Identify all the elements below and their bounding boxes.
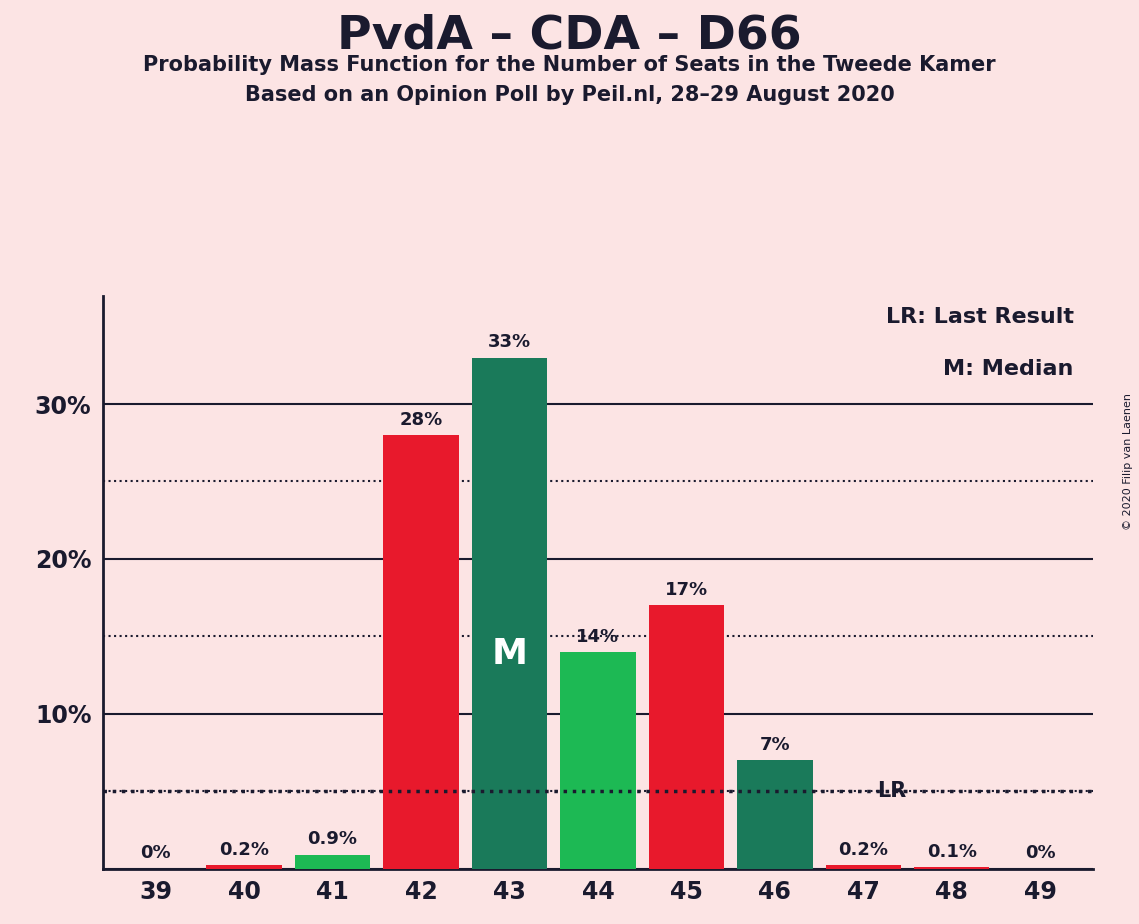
Text: 0.2%: 0.2% (838, 841, 888, 859)
Text: 0.9%: 0.9% (308, 831, 358, 848)
Text: 14%: 14% (576, 627, 620, 646)
Text: M: Median: M: Median (943, 359, 1074, 379)
Bar (295, 855, 370, 869)
Text: 0.1%: 0.1% (927, 843, 977, 861)
Text: © 2020 Filip van Laenen: © 2020 Filip van Laenen (1123, 394, 1133, 530)
Text: PvdA – CDA – D66: PvdA – CDA – D66 (337, 14, 802, 59)
Text: Probability Mass Function for the Number of Seats in the Tweede Kamer: Probability Mass Function for the Number… (144, 55, 995, 76)
Bar (826, 866, 901, 869)
Text: 33%: 33% (487, 334, 531, 351)
Bar (649, 605, 724, 869)
Text: 0%: 0% (140, 845, 171, 862)
Bar (915, 867, 990, 869)
Text: 17%: 17% (665, 581, 708, 599)
Text: Based on an Opinion Poll by Peil.nl, 28–29 August 2020: Based on an Opinion Poll by Peil.nl, 28–… (245, 85, 894, 105)
Text: 28%: 28% (400, 411, 443, 429)
Bar (384, 435, 459, 869)
Text: M: M (492, 637, 527, 671)
Bar (472, 358, 547, 869)
Text: 7%: 7% (760, 736, 790, 754)
Text: 0.2%: 0.2% (219, 841, 269, 859)
Text: 0%: 0% (1025, 845, 1056, 862)
Bar (737, 760, 812, 869)
Bar (560, 651, 636, 869)
Bar (206, 866, 281, 869)
Text: LR: Last Result: LR: Last Result (886, 307, 1074, 327)
Text: LR: LR (877, 781, 906, 801)
